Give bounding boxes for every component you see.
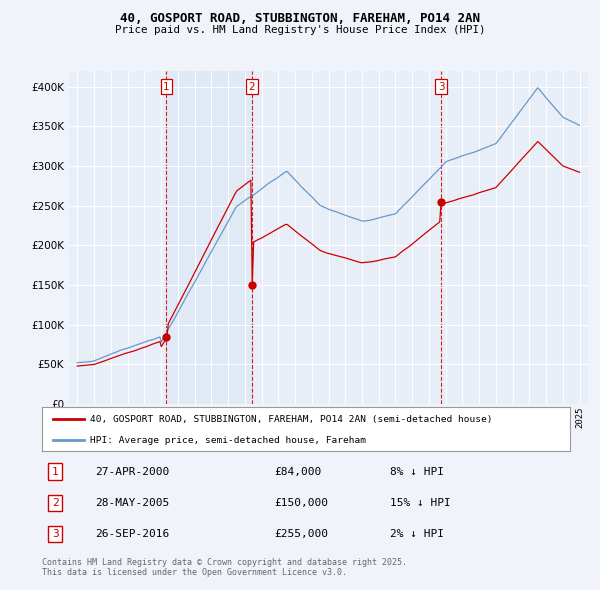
Text: 15% ↓ HPI: 15% ↓ HPI (391, 498, 451, 508)
Text: £150,000: £150,000 (274, 498, 328, 508)
Text: HPI: Average price, semi-detached house, Fareham: HPI: Average price, semi-detached house,… (89, 436, 365, 445)
Bar (166, 71, 251, 404)
Text: Price paid vs. HM Land Registry's House Price Index (HPI): Price paid vs. HM Land Registry's House … (115, 25, 485, 35)
Text: Contains HM Land Registry data © Crown copyright and database right 2025.: Contains HM Land Registry data © Crown c… (42, 558, 407, 566)
Text: £255,000: £255,000 (274, 529, 328, 539)
Text: 3: 3 (52, 529, 59, 539)
Text: This data is licensed under the Open Government Licence v3.0.: This data is licensed under the Open Gov… (42, 568, 347, 576)
Text: 2: 2 (248, 81, 255, 91)
Text: 28-MAY-2005: 28-MAY-2005 (95, 498, 169, 508)
Text: 3: 3 (438, 81, 445, 91)
Text: 27-APR-2000: 27-APR-2000 (95, 467, 169, 477)
Text: 1: 1 (163, 81, 170, 91)
Text: 40, GOSPORT ROAD, STUBBINGTON, FAREHAM, PO14 2AN: 40, GOSPORT ROAD, STUBBINGTON, FAREHAM, … (120, 12, 480, 25)
Text: 2: 2 (52, 498, 59, 508)
Text: 2% ↓ HPI: 2% ↓ HPI (391, 529, 445, 539)
Text: 1: 1 (52, 467, 59, 477)
Text: 8% ↓ HPI: 8% ↓ HPI (391, 467, 445, 477)
Text: £84,000: £84,000 (274, 467, 322, 477)
Text: 40, GOSPORT ROAD, STUBBINGTON, FAREHAM, PO14 2AN (semi-detached house): 40, GOSPORT ROAD, STUBBINGTON, FAREHAM, … (89, 415, 492, 424)
Text: 26-SEP-2016: 26-SEP-2016 (95, 529, 169, 539)
